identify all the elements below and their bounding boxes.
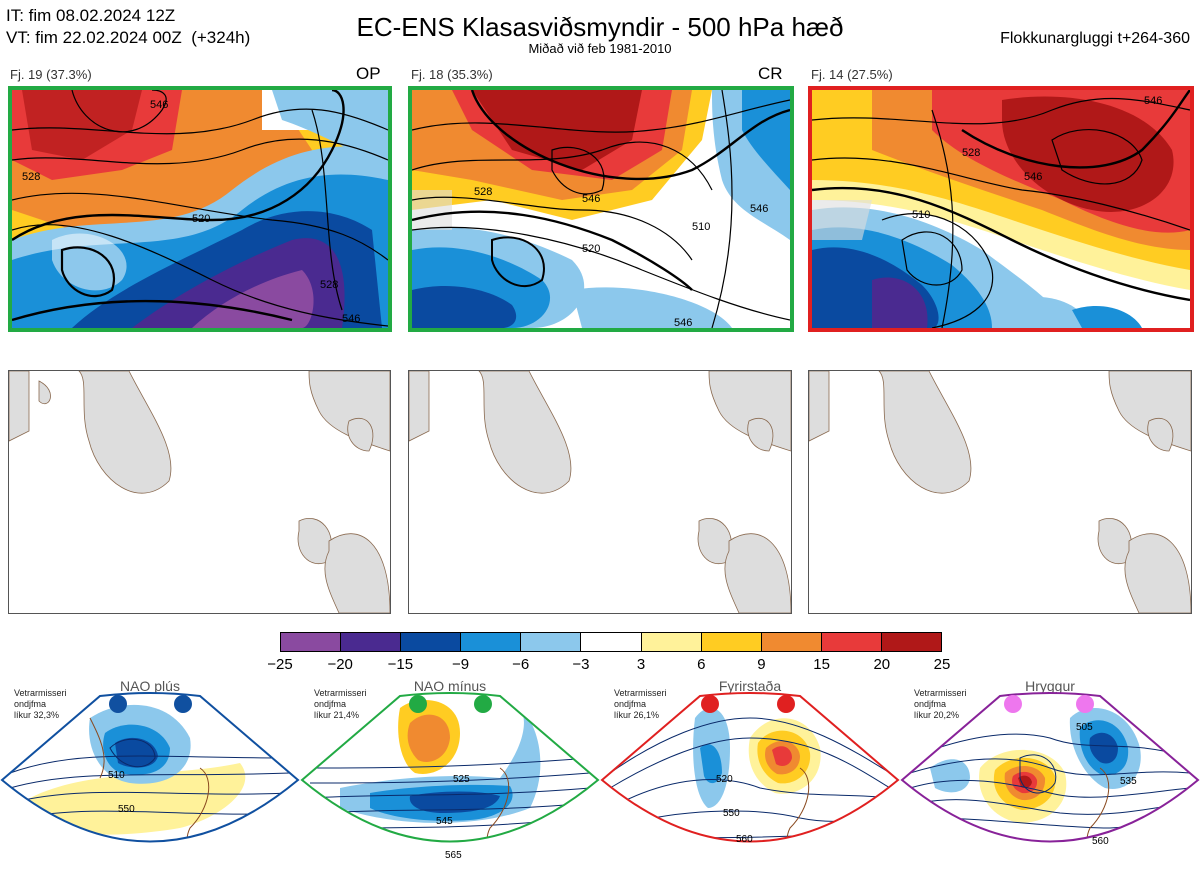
cluster-2-label: Fj. 18 (35.3%)	[411, 67, 493, 82]
cluster-3-contour-label: 546	[1024, 171, 1042, 183]
cluster-2-contour-label: 546	[674, 317, 692, 328]
regime-nao-minus: NAO mínus Vetrarmisseri ondjfma líkur 21…	[300, 678, 600, 871]
colorbar-tick-label: 25	[933, 656, 951, 673]
colorbar-tick-label: 15	[813, 656, 830, 673]
colorbar	[280, 632, 942, 652]
regime-description: Vetrarmisseri ondjfma líkur 20,2%	[914, 688, 967, 720]
cluster-2-contour-label: 546	[750, 203, 768, 215]
regime-name: Hryggur	[1025, 678, 1075, 694]
regime-marker-dot	[701, 695, 719, 713]
title-block: EC-ENS Klasasviðsmyndir - 500 hPa hæð Mi…	[0, 12, 1200, 56]
colorbar-tick-label: −6	[512, 656, 530, 673]
page-subtitle: Miðað við feb 1981-2010	[528, 41, 672, 56]
initial-time: IT: fim 08.02.2024 12Z	[6, 6, 176, 25]
colorbar-swatch	[341, 633, 402, 651]
colorbar-swatch	[701, 633, 762, 651]
colorbar-swatch	[521, 633, 582, 651]
anomaly-map-1	[8, 370, 391, 614]
regime-contour-label: 550	[118, 804, 135, 815]
cluster-1-contour-label: 528	[320, 279, 338, 291]
cluster-3-contour-label: 546	[1144, 95, 1162, 107]
colorbar-swatch	[761, 633, 822, 651]
regime-marker-dot	[474, 695, 492, 713]
cluster-2-map: 528 510 520 546 546 546	[408, 86, 794, 332]
colorbar-swatch	[461, 633, 522, 651]
regime-name: NAO mínus	[413, 678, 487, 694]
cluster-1-contour-label: 546	[342, 313, 360, 325]
cluster-1-contour-label: 528	[22, 171, 40, 183]
regime-marker-dot	[109, 695, 127, 713]
cluster-1-label: Fj. 19 (37.3%)	[10, 67, 92, 82]
regime-description: Vetrarmisseri ondjfma líkur 32,3%	[14, 688, 67, 720]
cluster-2-contour-label: 510	[692, 221, 710, 233]
cluster-3-label: Fj. 14 (27.5%)	[811, 67, 893, 82]
regime-contour-label: 525	[453, 774, 470, 785]
cluster-1-map: 546 528 520 528 546	[8, 86, 392, 332]
regime-contour-label: 520	[716, 774, 733, 785]
regime-marker-dot	[1076, 695, 1094, 713]
cluster-1-contour-label: 520	[192, 213, 210, 225]
colorbar-swatch	[401, 633, 462, 651]
cluster-3-map: 510 528 546 546	[808, 86, 1194, 332]
cluster-2-tag: CR	[758, 64, 783, 83]
regime-contour-label: 560	[736, 834, 753, 845]
regime-name: Fyrirstaða	[718, 678, 782, 694]
colorbar-tick-label: −9	[451, 656, 470, 673]
regime-nao-plus: NAO plús Vetrarmisseri ondjfma líkur 32,…	[0, 678, 300, 871]
regime-contour-label: 550	[723, 808, 740, 819]
anomaly-map-2	[408, 370, 792, 614]
colorbar-swatch	[281, 633, 342, 651]
page-title: EC-ENS Klasasviðsmyndir - 500 hPa hæð	[356, 12, 844, 42]
regime-marker-dot	[409, 695, 427, 713]
colorbar-ticks: −25 −20 −15 −9 −6 −3 3 6 9 15 20 25	[240, 656, 980, 674]
regime-contour-label: 560	[1092, 836, 1109, 847]
cluster-3-contour-label: 510	[912, 209, 930, 221]
colorbar-swatch	[581, 633, 642, 651]
regime-description: Vetrarmisseri ondjfma líkur 26,1%	[614, 688, 667, 720]
regime-contour-label: 545	[436, 816, 453, 827]
cluster-2-contour-label: 546	[582, 193, 600, 205]
colorbar-tick-label: −20	[327, 656, 353, 673]
colorbar-tick-label: 9	[757, 656, 766, 673]
cluster-3-contour-label: 528	[962, 147, 980, 159]
colorbar-swatch	[881, 633, 942, 651]
colorbar-tick-label: 20	[873, 656, 891, 673]
regime-marker-dot	[1004, 695, 1022, 713]
regime-blocking: Fyrirstaða Vetrarmisseri ondjfma líkur 2…	[600, 678, 900, 871]
regime-description: Vetrarmisseri ondjfma líkur 21,4%	[314, 688, 367, 720]
regime-contour-label: 565	[445, 850, 462, 861]
colorbar-swatch	[821, 633, 882, 651]
cluster-2-contour-label: 520	[582, 243, 600, 255]
colorbar-tick-label: 6	[697, 656, 706, 673]
regime-contour-label: 505	[1076, 722, 1093, 733]
colorbar-swatch	[641, 633, 702, 651]
cluster-1-tag: OP	[356, 64, 381, 83]
regime-contour-label: 510	[108, 770, 125, 781]
regime-contour-label: 535	[1120, 776, 1137, 787]
colorbar-tick-label: −15	[387, 656, 414, 673]
colorbar-tick-label: 3	[636, 656, 646, 673]
regime-name: NAO plús	[120, 678, 180, 694]
cluster-1-contour-label: 546	[150, 99, 168, 111]
regime-ridge: Hryggur Vetrarmisseri ondjfma líkur 20,2…	[900, 678, 1200, 871]
colorbar-tick-label: −3	[572, 656, 590, 673]
regime-marker-dot	[174, 695, 192, 713]
regime-marker-dot	[777, 695, 795, 713]
colorbar-tick-label: −25	[267, 656, 293, 673]
anomaly-map-3	[808, 370, 1192, 614]
valid-time: VT: fim 22.02.2024 00Z (+324h)	[6, 28, 251, 47]
cluster-2-contour-label: 528	[474, 186, 492, 198]
classification-window: Flokkunargluggi t+264-360	[1000, 30, 1190, 47]
